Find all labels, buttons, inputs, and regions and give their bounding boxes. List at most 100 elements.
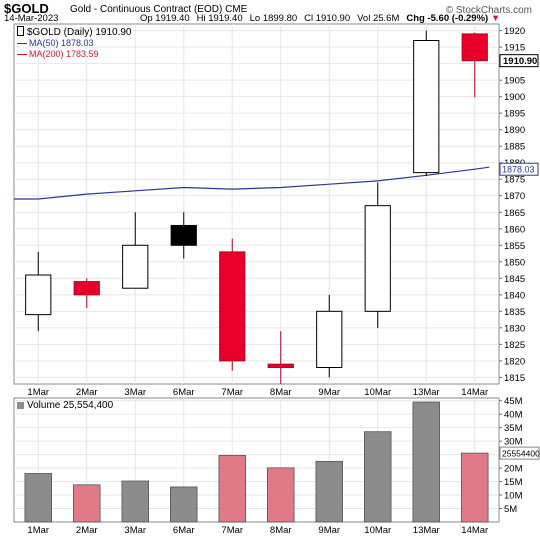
legend-volume-label: Volume 25,554,400 bbox=[27, 400, 114, 411]
last-price-box bbox=[499, 54, 539, 68]
x-tick-label-price: 7Mar bbox=[221, 387, 243, 398]
volume-axis: 5M10M15M20M25M30M35M40M45M25554400 bbox=[499, 396, 540, 515]
ma50-series-line bbox=[14, 166, 490, 200]
price-tick-label: 1815 bbox=[504, 373, 525, 384]
ma50-value-label: 1878.03 bbox=[502, 165, 535, 175]
close-value: Cl 1910.90 bbox=[304, 13, 351, 24]
open-value: Op 1919.40 bbox=[140, 13, 190, 24]
price-tick-label: 1875 bbox=[504, 175, 525, 186]
candle-body bbox=[267, 363, 294, 368]
price-tick-label: 1835 bbox=[504, 307, 525, 318]
x-tick-label-price: 8Mar bbox=[270, 387, 292, 398]
legend-ma50-label: MA(50) 1878.03 bbox=[29, 38, 94, 48]
price-tick-label: 1895 bbox=[504, 109, 525, 120]
price-tick-label: 1870 bbox=[504, 191, 525, 202]
x-tick-label-volume: 14Mar bbox=[461, 525, 488, 536]
volume-bar bbox=[267, 467, 295, 523]
legend-ma200-label: MA(200) 1783.59 bbox=[29, 49, 99, 59]
candle-body bbox=[413, 40, 440, 174]
candle-body bbox=[122, 244, 149, 289]
ma200-swatch-icon bbox=[17, 54, 27, 56]
x-tick-label-volume: 10Mar bbox=[364, 525, 391, 536]
x-tick-label-price: 9Mar bbox=[318, 387, 340, 398]
volume-tick-label: 45M bbox=[504, 396, 523, 407]
legend-ticker: $GOLD (Daily) 1910.90 bbox=[17, 26, 132, 38]
volume-bar bbox=[24, 473, 52, 523]
volume-tick-label: 10M bbox=[504, 491, 523, 502]
candle-body bbox=[316, 310, 343, 368]
volume-tick-label: 30M bbox=[504, 437, 523, 448]
volume-bar bbox=[170, 486, 198, 523]
exchange-label: CME bbox=[225, 4, 248, 15]
candle-legend-icon bbox=[17, 26, 24, 36]
symbol-title: $GOLD bbox=[4, 1, 49, 16]
volume-bars bbox=[24, 401, 489, 523]
price-tick-label: 1820 bbox=[504, 356, 525, 367]
symbol-description: Gold - Continuous Contract (EOD) CME bbox=[70, 4, 247, 16]
x-tick-label-volume: 9Mar bbox=[318, 525, 340, 536]
volume-tick-label: 20M bbox=[504, 464, 523, 475]
x-axis-volume: 1Mar 2Mar 3Mar 6Mar 7Mar 8Mar 9Mar 10Mar 13Mar 14… bbox=[27, 525, 488, 536]
price-axis: 1815 1820 1825 1830 1835 1840 1845 1850 1855 1860… bbox=[499, 26, 539, 384]
ohlc-values: Op 1919.40 Hi 1919.40 Lo 1899.80 Cl 1910.90… bbox=[140, 13, 507, 25]
brand-watermark: © StockCharts.com bbox=[445, 5, 532, 16]
price-tick-label: 1920 bbox=[504, 26, 525, 37]
volume-tick-label: 35M bbox=[504, 423, 523, 434]
price-tick-label: 1905 bbox=[504, 76, 525, 87]
quote-row: 14-Mar-2023 Op 1919.40 Hi 1919.40 Lo 1899.… bbox=[0, 13, 540, 25]
x-tick-label-volume: 8Mar bbox=[270, 525, 292, 536]
legend-ma200: MA(200) 1783.59 bbox=[17, 49, 99, 60]
price-tick-label: 1845 bbox=[504, 274, 525, 285]
volume-bar bbox=[461, 452, 489, 523]
price-tick-label: 1830 bbox=[504, 323, 525, 334]
x-tick-label-volume: 2Mar bbox=[76, 525, 98, 536]
volume-bar bbox=[364, 431, 392, 523]
last-volume-label: 25554400 bbox=[502, 449, 540, 459]
candle-body bbox=[219, 251, 246, 362]
change-value: Chg -5.60 (-0.29%) bbox=[406, 13, 489, 24]
volume-bar bbox=[412, 401, 440, 523]
volume-bar bbox=[121, 480, 149, 523]
ma50-value-box bbox=[499, 162, 539, 176]
chart-header: $GOLD Gold - Continuous Contract (EOD) C… bbox=[0, 1, 540, 17]
x-tick-label-volume: 13Mar bbox=[413, 525, 440, 536]
volume-tick-label: 40M bbox=[504, 410, 523, 421]
price-tick-label: 1825 bbox=[504, 340, 525, 351]
ma50-swatch-icon bbox=[17, 43, 27, 45]
x-tick-label-volume: 1Mar bbox=[27, 525, 49, 536]
volume-legend-icon bbox=[17, 402, 24, 409]
price-tick-label: 1855 bbox=[504, 241, 525, 252]
price-tick-label: 1900 bbox=[504, 92, 525, 103]
price-tick-label: 1850 bbox=[504, 257, 525, 268]
x-axis-price: 1Mar 2Mar 3Mar 6Mar 7Mar 8Mar 9Mar 10Mar 13Mar 14… bbox=[27, 387, 488, 398]
x-tick-label-volume: 3Mar bbox=[124, 525, 146, 536]
candle-body bbox=[364, 205, 391, 312]
x-tick-label-price: 14Mar bbox=[461, 387, 488, 398]
low-value: Lo 1899.80 bbox=[249, 13, 298, 24]
volume-bar bbox=[73, 484, 101, 523]
x-tick-label-volume: 7Mar bbox=[221, 525, 243, 536]
volume-bar bbox=[315, 460, 343, 523]
candle-body bbox=[73, 281, 100, 296]
x-tick-label-price: 2Mar bbox=[76, 387, 98, 398]
price-tick-label: 1915 bbox=[504, 43, 525, 54]
x-tick-label-price: 1Mar bbox=[27, 387, 49, 398]
volume-tick-label: 15M bbox=[504, 477, 523, 488]
x-tick-label-price: 3Mar bbox=[124, 387, 146, 398]
change-arrow-icon: ▼ bbox=[490, 13, 501, 24]
legend-volume: Volume 25,554,400 bbox=[17, 400, 113, 411]
last-price-label: 1910.90 bbox=[503, 56, 537, 67]
quote-date: 14-Mar-2023 bbox=[4, 13, 59, 24]
price-tick-label: 1885 bbox=[504, 142, 525, 153]
contract-description: Gold - Continuous Contract (EOD) bbox=[70, 4, 223, 15]
legend-ticker-label: $GOLD (Daily) 1910.90 bbox=[27, 27, 132, 38]
x-tick-label-price: 6Mar bbox=[173, 387, 195, 398]
price-tick-label: 1890 bbox=[504, 125, 525, 136]
price-tick-label: 1860 bbox=[504, 224, 525, 235]
candle-body bbox=[170, 224, 197, 246]
ma50-line bbox=[14, 166, 490, 200]
candle-body bbox=[25, 274, 52, 316]
last-volume-box bbox=[499, 446, 540, 460]
volume-bar bbox=[218, 455, 246, 523]
